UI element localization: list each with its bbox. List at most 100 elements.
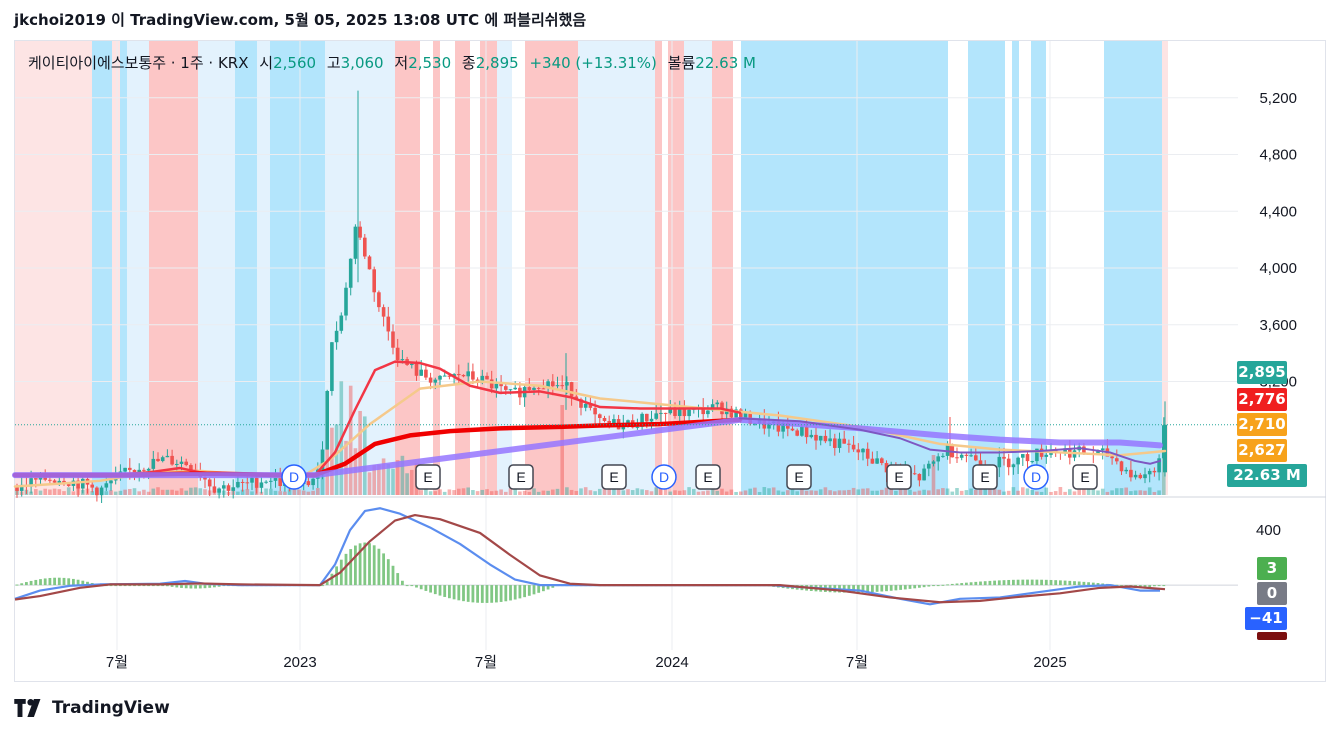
volume-bar — [513, 489, 517, 495]
macd-hist-bar — [208, 585, 212, 588]
volume-bar — [795, 491, 799, 495]
candle-body — [457, 374, 461, 376]
volume-bar — [475, 491, 480, 495]
candle-body — [668, 407, 673, 414]
volume-bar — [113, 491, 118, 495]
volume-bar — [541, 490, 546, 495]
volume-bar — [316, 488, 320, 495]
volume-bar — [132, 488, 137, 495]
volume-bar — [90, 491, 94, 495]
macd-hist-bar — [175, 585, 179, 588]
candle-body — [480, 375, 485, 383]
volume-bar — [1100, 488, 1105, 495]
ma-fast-line — [13, 360, 742, 477]
volume-bar — [574, 490, 579, 495]
macd-hist-bar — [321, 585, 324, 587]
macd-hist-bar — [476, 585, 479, 603]
volume-bar — [236, 491, 240, 495]
candle-body — [132, 469, 137, 473]
macd-signal-tag — [1257, 632, 1287, 640]
candle-body — [29, 478, 33, 487]
candle-body — [974, 455, 978, 461]
macd-hist-bar — [513, 585, 517, 600]
candle-body — [104, 483, 109, 488]
macd-hist-bar — [885, 585, 888, 592]
volume-bar — [504, 491, 508, 495]
macd-hist-bar — [363, 542, 367, 586]
macd-hist-bar — [401, 580, 404, 586]
volume-bar — [1082, 489, 1086, 495]
candle-body — [222, 485, 226, 489]
volume-bar — [170, 489, 174, 495]
volume-bar — [1096, 490, 1100, 495]
candle-body — [1063, 448, 1067, 454]
macd-hist-bar — [1120, 585, 1123, 587]
volume-bar — [804, 490, 809, 495]
macd-hist-bar — [114, 585, 118, 587]
volume-bar — [160, 489, 165, 495]
macd-hist-bar — [1068, 580, 1072, 586]
macd-hist-bar — [349, 549, 353, 586]
volume-bar — [424, 487, 428, 495]
symbol-name[interactable]: 케이티아이에스보통주 · 1주 · KRX — [28, 54, 249, 72]
volume-bar — [847, 489, 851, 495]
macd-hist-bar — [203, 585, 207, 589]
candle-body — [1011, 464, 1016, 468]
macd-hist-bar — [974, 581, 978, 586]
macd-hist-bar — [495, 585, 498, 603]
candle-body — [804, 426, 809, 438]
price-tick-label: 4,000 — [1259, 260, 1297, 277]
candle-body — [273, 476, 278, 481]
volume-bar — [43, 488, 47, 495]
candle-body — [828, 438, 832, 442]
volume-bar — [710, 489, 715, 495]
candle-body — [1110, 456, 1114, 459]
volume-bar — [499, 489, 503, 495]
volume-bar — [485, 489, 489, 495]
volume-bar — [146, 491, 151, 495]
candle-body — [57, 480, 62, 483]
tradingview-brand[interactable]: TradingView — [14, 698, 170, 718]
candle-body — [428, 377, 433, 383]
volume-bar — [645, 490, 649, 495]
high-label: 고 — [326, 54, 341, 72]
volume-bar — [1147, 487, 1152, 495]
volume-bar — [273, 490, 278, 495]
volume-bar — [471, 490, 475, 495]
volume-bar — [527, 491, 532, 495]
ma-tan-line — [13, 380, 1167, 488]
candle-body — [151, 458, 156, 469]
macd-hist-bar — [932, 585, 935, 587]
volume-bar — [1006, 490, 1011, 495]
volume-bar — [974, 489, 978, 495]
volume-bar — [696, 491, 701, 495]
macd-hist-bar — [354, 545, 357, 586]
volume-bar — [762, 487, 767, 495]
macd-hist-bar — [1087, 582, 1090, 586]
event-marker-label: E — [1080, 469, 1089, 485]
volume-bar — [786, 490, 790, 495]
volume-bar — [1138, 490, 1143, 495]
dividend-marker — [651, 464, 677, 490]
volume-bar — [734, 491, 738, 495]
volume-bar — [927, 490, 931, 495]
volume-bar — [875, 490, 879, 495]
macd-hist-bar — [1157, 585, 1161, 587]
candle-body — [160, 457, 165, 462]
macd-hist-bar — [941, 584, 945, 586]
volume-bar — [410, 469, 414, 495]
candle-body — [325, 391, 329, 450]
volume-bar — [602, 488, 607, 495]
volume-bar — [245, 489, 250, 495]
volume-bar — [908, 489, 912, 495]
candle-body — [645, 413, 649, 422]
volume-bar — [283, 491, 287, 495]
candle-body — [677, 407, 682, 416]
candle-body — [1025, 454, 1030, 462]
volume-bar — [123, 489, 127, 495]
candle-body — [414, 363, 419, 376]
macd-hist-bar — [156, 585, 160, 587]
volume-bar — [334, 424, 339, 495]
volume-bar — [978, 488, 983, 495]
